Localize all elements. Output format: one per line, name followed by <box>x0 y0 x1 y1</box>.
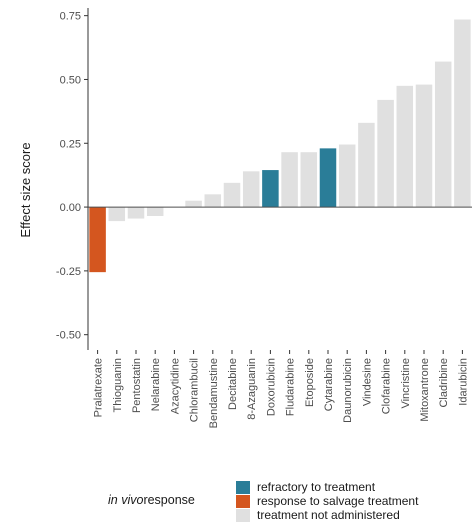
x-tick-label-vincristine: Vincristine <box>400 358 412 409</box>
bar-vincristine <box>396 85 414 208</box>
bar-thioguanin <box>108 207 126 222</box>
bar-nelarabine <box>146 207 164 216</box>
bar-decitabine <box>223 182 241 208</box>
x-tick-label-nelarabine: Nelarabine <box>150 358 162 411</box>
bar-idarubicin <box>454 19 471 208</box>
legend-title: in vivoresponse <box>108 493 195 507</box>
legend-label-salvage: response to salvage treatment <box>257 494 419 508</box>
x-tick-label-fludarabine: Fludarabine <box>285 358 297 416</box>
y-tick-label: 0.50 <box>60 74 81 86</box>
x-tick-label-daunorubicin: Daunorubicin <box>342 358 354 423</box>
x-tick-label-etoposide: Etoposide <box>304 358 316 407</box>
legend: in vivoresponse refractory to treatment … <box>108 479 472 525</box>
legend-label-refractory: refractory to treatment <box>257 480 376 494</box>
bar-etoposide <box>300 152 318 208</box>
x-tick-label-thioguanin: Thioguanin <box>112 358 124 412</box>
bar-8-azaguanin <box>242 171 260 208</box>
effect-size-bar-chart: -0.50 -0.25 0.00 0.25 0.50 0.75 Pralatrexate T… <box>18 8 472 428</box>
bar-chlorambucil <box>185 200 202 208</box>
y-tick-label: 0.25 <box>60 138 81 150</box>
x-tick-label-vindesine: Vindesine <box>361 358 373 406</box>
x-tick-label-azacytidine: Azacytidine <box>169 358 181 414</box>
x-tick-label-doxorubicin: Doxorubicin <box>265 358 277 416</box>
bar-mitoxantrone <box>415 84 433 208</box>
bars-group <box>89 19 471 273</box>
bar-clofarabine <box>377 99 394 208</box>
x-tick-label-cytarabine: Cytarabine <box>323 358 335 411</box>
y-axis-title: Effect size score <box>18 142 33 237</box>
y-tick-label: 0.75 <box>60 11 81 23</box>
x-tick-label-pralatrexate: Pralatrexate <box>93 358 105 417</box>
x-axis-ticks: Pralatrexate Thioguanin Pentostatin Nelarab… <box>93 350 469 428</box>
x-tick-label-mitoxantrone: Mitoxantrone <box>419 358 431 422</box>
legend-label-not-administered: treatment not administered <box>257 508 400 522</box>
y-tick-label: 0.00 <box>60 202 81 214</box>
x-tick-label-idarubicin: Idarubicin <box>457 358 469 406</box>
legend-swatch-refractory <box>236 481 250 494</box>
legend-swatch-not-administered <box>236 509 250 522</box>
bar-cytarabine <box>319 148 337 208</box>
y-tick-label: -0.50 <box>56 330 81 342</box>
x-tick-label-cladribine: Cladribine <box>438 358 450 408</box>
legend-swatch-salvage <box>236 495 250 508</box>
x-tick-label-clofarabine: Clofarabine <box>381 358 393 414</box>
legend-title-italic: in vivo <box>108 493 144 507</box>
x-tick-label-chlorambucil: Chlorambucil <box>189 358 201 422</box>
y-axis-ticks: -0.50 -0.25 0.00 0.25 0.50 0.75 <box>56 11 88 342</box>
bar-daunorubicin <box>338 144 356 208</box>
x-tick-label-decitabine: Decitabine <box>227 358 239 410</box>
bar-cladribine <box>434 61 452 208</box>
x-tick-label-8-azaguanin: 8-Azaguanin <box>246 358 258 420</box>
x-tick-label-bendamustine: Bendamustine <box>208 358 220 428</box>
bar-pralatrexate <box>89 207 106 273</box>
bar-vindesine <box>358 122 375 208</box>
bar-fludarabine <box>281 152 298 208</box>
bar-doxorubicin <box>262 170 279 208</box>
y-tick-label: -0.25 <box>56 266 81 278</box>
bar-pentostatin <box>127 207 145 219</box>
legend-title-rest: response <box>143 493 195 507</box>
x-tick-label-pentostatin: Pentostatin <box>131 358 143 413</box>
bar-bendamustine <box>204 194 222 208</box>
